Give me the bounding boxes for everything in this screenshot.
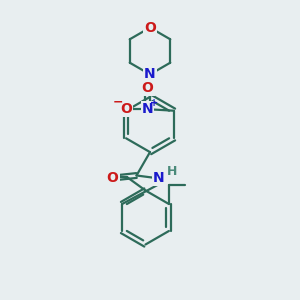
Text: N: N bbox=[142, 102, 153, 116]
Text: O: O bbox=[144, 21, 156, 34]
Text: H: H bbox=[167, 165, 177, 178]
Text: N: N bbox=[153, 171, 164, 185]
Text: O: O bbox=[142, 81, 153, 94]
Text: +: + bbox=[150, 98, 158, 108]
Text: O: O bbox=[120, 102, 132, 116]
Text: −: − bbox=[113, 95, 124, 108]
Text: O: O bbox=[106, 171, 119, 185]
Text: N: N bbox=[144, 68, 156, 81]
